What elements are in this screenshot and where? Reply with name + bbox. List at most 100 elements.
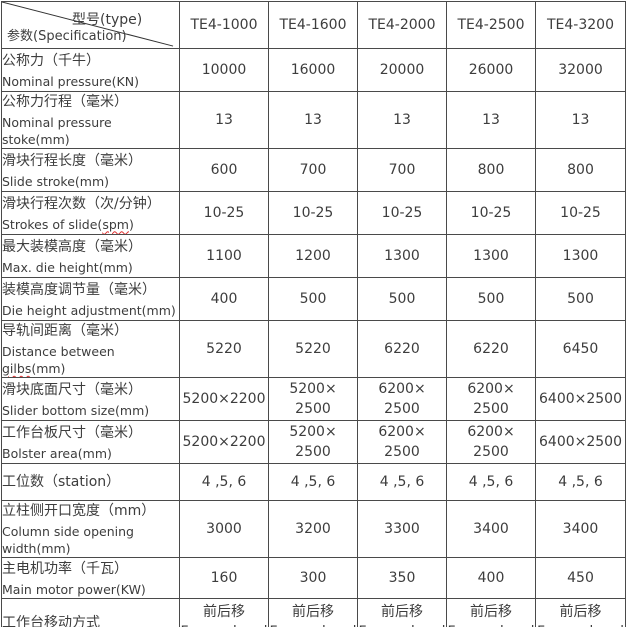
value-cell: 6200× 2500 — [446, 420, 536, 464]
parameter-label-cell: 立柱侧开口宽度（mm） Column side opening width(mm) — [1, 500, 180, 558]
value-cell: 5200× 2500 — [268, 377, 358, 421]
table-row: 立柱侧开口宽度（mm） Column side opening width(mm)… — [1, 500, 626, 558]
value-cell: 13 — [535, 91, 626, 149]
table-row: 装模高度调节量（毫米） Die height adjustment(mm) 400 5… — [1, 277, 626, 321]
value-cell: 700 — [357, 148, 447, 192]
value-cell: 3400 — [535, 500, 626, 558]
value-cell: 16000 — [268, 48, 358, 92]
value-cell: 4 ,5, 6 — [446, 463, 536, 501]
value-cell: 10000 — [179, 48, 269, 92]
parameter-label-zh: 滑块行程次数（次/分钟） — [2, 195, 161, 212]
parameter-label-zh: 公称力（千牛） — [2, 52, 101, 69]
table-row: 最大装模高度（毫米） Max. die height(mm) 1100 1200 130… — [1, 234, 626, 278]
value-cell: 6200× 2500 — [357, 420, 447, 464]
value-cell: 20000 — [357, 48, 447, 92]
value-cell: 13 — [446, 91, 536, 149]
value-cell: 1300 — [446, 234, 536, 278]
parameter-label-cell: 滑块行程长度（毫米） Slide stroke(mm) — [1, 148, 180, 192]
value-cell: 前后移 Forward and back — [179, 598, 269, 627]
value-cell: 5200×2200 — [179, 377, 269, 421]
value-cell: 26000 — [446, 48, 536, 92]
value-cell: 13 — [179, 91, 269, 149]
value-cell: 500 — [357, 277, 447, 321]
parameter-label-zh: 最大装模高度（毫米） — [2, 238, 143, 255]
value-cell: 600 — [179, 148, 269, 192]
value-cell: 5200× 2500 — [268, 420, 358, 464]
table-row: 工作台板尺寸（毫米） Bolster area(mm) 5200×2200 5200×… — [1, 420, 626, 464]
table-row: 主电机功率（千瓦） Main motor power(KW) 160 300 350 40… — [1, 557, 626, 599]
value-cell: 3300 — [357, 500, 447, 558]
value-cell: 5220 — [179, 320, 269, 378]
parameter-label-en: Slide stroke(mm) — [2, 173, 110, 189]
value-cell: 3000 — [179, 500, 269, 558]
value-cell: 350 — [357, 557, 447, 599]
value-cell: 前后移 Forward and back — [357, 598, 447, 627]
value-cell: 1300 — [357, 234, 447, 278]
parameter-label-en: Slider bottom size(mm) — [2, 402, 150, 418]
table-row: 公称力行程（毫米） Nominal pressure stoke(mm) 13 13 1… — [1, 91, 626, 149]
value-cell: 6200× 2500 — [446, 377, 536, 421]
value-cell: 450 — [535, 557, 626, 599]
parameter-label-cell: 公称力行程（毫米） Nominal pressure stoke(mm) — [1, 91, 180, 149]
parameter-label-en: Max. die height(mm) — [2, 259, 133, 275]
value-cell: 6450 — [535, 320, 626, 378]
parameter-label-cell: 工作台移动方式Move mode of the bolster — [1, 598, 180, 627]
parameter-label-cell: 滑块行程次数（次/分钟） Strokes of slide(spm) — [1, 191, 180, 235]
value-cell: 1100 — [179, 234, 269, 278]
parameter-label-zh: 公称力行程（毫米） — [2, 94, 129, 110]
value-cell: 6400×2500 — [535, 420, 626, 464]
parameter-label-zh: 工作台板尺寸（毫米） — [2, 424, 143, 441]
value-cell: 800 — [446, 148, 536, 192]
value-cell: 前后移 Forward and back — [535, 598, 626, 627]
value-cell: 4 ,5, 6 — [179, 463, 269, 501]
column-header-te4-1600: TE4-1600 — [268, 1, 358, 49]
value-cell: 3200 — [268, 500, 358, 558]
value-cell: 10-25 — [179, 191, 269, 235]
table-row: 导轨间距离（毫米） Distance between gilbs(mm) 5220 5… — [1, 320, 626, 378]
value-cell: 4 ,5, 6 — [268, 463, 358, 501]
header-row: 型号(type) 参数(Specification) TE4-1000 TE4-1… — [1, 1, 626, 49]
table-row: 滑块底面尺寸（毫米） Slider bottom size(mm) 5200×220… — [1, 377, 626, 421]
parameter-label-cell: 主电机功率（千瓦） Main motor power(KW) — [1, 557, 180, 599]
parameter-label-zh: 主电机功率（千瓦） — [2, 560, 129, 577]
parameter-label-zh: 装模高度调节量（毫米） — [2, 281, 157, 298]
value-cell: 32000 — [535, 48, 626, 92]
parameter-label-en: Die height adjustment(mm) — [2, 302, 176, 318]
value-cell: 10-25 — [357, 191, 447, 235]
table-row: 滑块行程长度（毫米） Slide stroke(mm) 600 700 700 800 80… — [1, 148, 626, 192]
value-cell: 10-25 — [446, 191, 536, 235]
column-header-te4-1000: TE4-1000 — [179, 1, 269, 49]
value-cell: 5220 — [268, 320, 358, 378]
column-header-te4-2500: TE4-2500 — [446, 1, 536, 49]
parameter-label-en: Distance between gilbs(mm) — [3, 343, 179, 377]
parameter-label-en: Column side opening width(mm) — [2, 524, 134, 556]
value-cell: 800 — [535, 148, 626, 192]
value-cell: 前后移 Forward and back — [446, 598, 536, 627]
header-corner-cell: 型号(type) 参数(Specification) — [1, 1, 180, 49]
parameter-label-en: Main motor power(KW) — [2, 581, 146, 597]
value-cell: 500 — [268, 277, 358, 321]
value-cell: 10-25 — [535, 191, 626, 235]
label-en-text: Strokes of slide( — [2, 216, 103, 232]
value-cell: 400 — [179, 277, 269, 321]
value-cell: 500 — [446, 277, 536, 321]
parameter-label-en: Nominal pressure(KN) — [2, 73, 139, 89]
parameter-label-zh: 立柱侧开口宽度（mm） — [2, 503, 156, 519]
value-cell: 13 — [357, 91, 447, 149]
parameter-label-cell: 工位数（station） — [1, 463, 180, 501]
value-cell: 400 — [446, 557, 536, 599]
parameter-label-cell: 最大装模高度（毫米） Max. die height(mm) — [1, 234, 180, 278]
parameter-label-cell: 导轨间距离（毫米） Distance between gilbs(mm) — [1, 320, 180, 378]
value-cell: 13 — [268, 91, 358, 149]
value-cell: 3400 — [446, 500, 536, 558]
parameter-label-cell: 滑块底面尺寸（毫米） Slider bottom size(mm) — [1, 377, 180, 421]
label-en-text: (mm) — [31, 361, 66, 376]
value-cell: 5200×2200 — [179, 420, 269, 464]
parameter-label-cell: 装模高度调节量（毫米） Die height adjustment(mm) — [1, 277, 180, 321]
value-cell: 160 — [179, 557, 269, 599]
value-cell: 500 — [535, 277, 626, 321]
corner-label-specification: 参数(Specification) — [7, 29, 127, 44]
value-cell: 1300 — [535, 234, 626, 278]
